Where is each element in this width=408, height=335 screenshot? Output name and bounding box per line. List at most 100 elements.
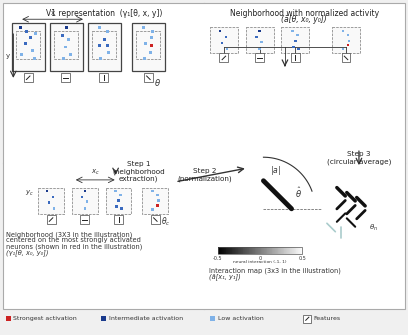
Bar <box>101 316 106 321</box>
Bar <box>6 316 11 321</box>
Bar <box>237 247 239 254</box>
Bar <box>211 316 215 321</box>
Bar <box>226 48 228 50</box>
Bar <box>233 247 234 254</box>
Bar <box>257 247 258 254</box>
Bar <box>31 50 34 53</box>
Text: $y_c$: $y_c$ <box>25 189 34 198</box>
Text: $\theta$: $\theta$ <box>154 77 161 88</box>
Bar <box>255 247 256 254</box>
Bar <box>253 247 254 254</box>
Bar <box>254 247 255 254</box>
Bar <box>99 73 108 82</box>
Bar <box>303 315 311 323</box>
Bar <box>239 247 240 254</box>
Bar <box>149 52 152 55</box>
Bar <box>255 36 258 38</box>
Bar <box>24 73 33 82</box>
Bar <box>238 247 239 254</box>
Bar <box>133 23 165 71</box>
Bar <box>99 57 102 60</box>
Bar <box>218 247 219 254</box>
Text: (γ₁[θ, x₀, y₀]): (γ₁[θ, x₀, y₀]) <box>7 249 49 256</box>
Bar <box>297 247 298 254</box>
Bar <box>157 199 160 202</box>
Bar <box>292 46 295 48</box>
Bar <box>259 247 260 254</box>
Bar <box>156 194 159 196</box>
Bar <box>284 247 286 254</box>
Bar <box>221 42 223 44</box>
Bar <box>347 34 349 36</box>
Bar <box>228 247 229 254</box>
Bar <box>274 247 275 254</box>
Bar <box>264 247 265 254</box>
Bar <box>270 247 271 254</box>
Bar <box>33 57 35 60</box>
Bar <box>143 57 146 60</box>
Bar <box>262 247 263 254</box>
Bar <box>261 247 262 254</box>
Text: $\hat{\theta}$: $\hat{\theta}$ <box>295 186 302 200</box>
Bar <box>299 247 300 254</box>
Text: Step 1
(neighborhood
extraction): Step 1 (neighborhood extraction) <box>112 161 165 183</box>
Bar <box>103 38 106 41</box>
Bar <box>258 48 261 50</box>
Bar <box>258 30 261 32</box>
Bar <box>38 188 64 214</box>
Bar <box>64 46 67 49</box>
Bar <box>301 247 302 254</box>
Bar <box>227 247 228 254</box>
Bar <box>298 247 299 254</box>
Bar <box>269 247 270 254</box>
Bar <box>226 247 228 254</box>
Bar <box>244 247 245 254</box>
Text: Step 2
(normalization): Step 2 (normalization) <box>177 168 232 182</box>
Bar <box>229 247 230 254</box>
Bar <box>144 73 153 82</box>
Text: (ā[x₁, y₁]): (ā[x₁, y₁]) <box>209 273 241 280</box>
Bar <box>50 23 83 71</box>
Bar <box>276 247 277 254</box>
Bar <box>249 247 251 254</box>
Bar <box>241 247 242 254</box>
Bar <box>294 40 297 42</box>
Bar <box>296 247 297 254</box>
Bar <box>232 247 233 254</box>
Text: Low activation: Low activation <box>218 316 264 321</box>
Bar <box>282 247 283 254</box>
Bar <box>281 247 282 254</box>
Bar <box>248 247 249 254</box>
Bar <box>142 188 168 214</box>
Bar <box>260 41 263 43</box>
Bar <box>150 36 153 39</box>
Bar <box>263 247 264 254</box>
Bar <box>150 44 153 47</box>
Bar <box>295 247 296 254</box>
Bar <box>302 247 304 254</box>
Bar <box>62 34 64 37</box>
Bar <box>225 36 227 38</box>
Bar <box>292 247 293 254</box>
Bar <box>52 196 54 198</box>
Bar <box>290 247 291 254</box>
Bar <box>62 73 71 82</box>
Bar <box>252 247 253 254</box>
Bar <box>265 247 266 254</box>
Bar <box>296 34 299 36</box>
Bar <box>62 57 65 60</box>
Bar <box>151 190 153 192</box>
Text: (ā[θ, x₀, y₀]): (ā[θ, x₀, y₀]) <box>282 15 327 24</box>
Bar <box>48 201 50 204</box>
Bar <box>266 247 268 254</box>
Text: V1 representation  (γ₁[θ, x, y]): V1 representation (γ₁[θ, x, y]) <box>46 9 162 18</box>
Bar <box>81 196 83 198</box>
Bar <box>240 247 241 254</box>
Bar <box>220 54 228 62</box>
Bar <box>266 247 267 254</box>
Bar <box>291 30 294 32</box>
Bar <box>106 30 109 32</box>
Bar <box>284 247 285 254</box>
Bar <box>223 247 224 254</box>
Bar <box>29 36 32 39</box>
